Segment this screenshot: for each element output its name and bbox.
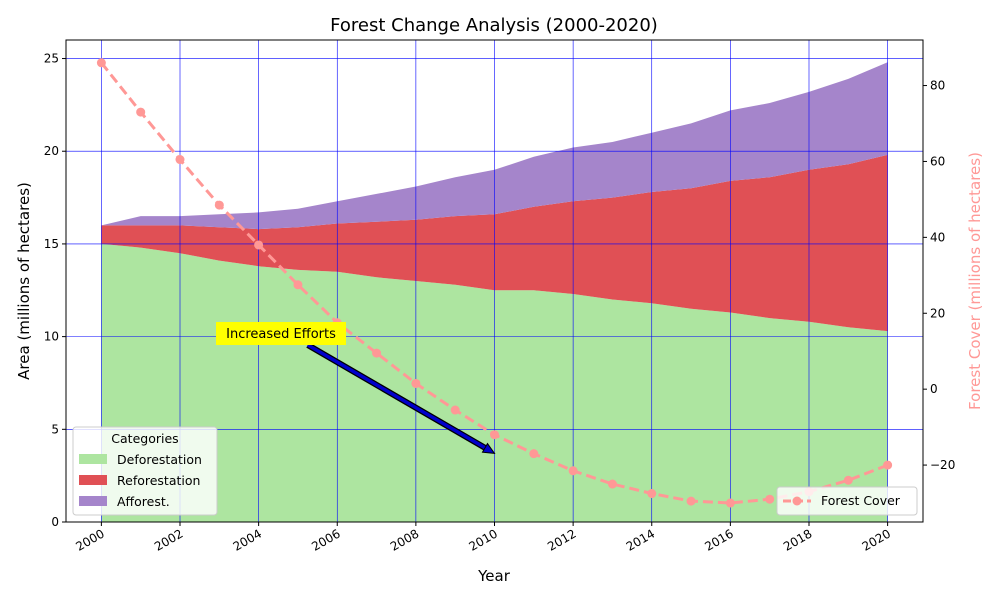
y2-tick-label: 20: [930, 306, 945, 320]
forest-cover-point: [529, 449, 539, 459]
forest-cover-point: [725, 498, 735, 508]
legend-swatch: [79, 496, 107, 506]
forest-cover-point: [568, 466, 578, 476]
y2-tick-label: 0: [930, 382, 938, 396]
annotation-text: Increased Efforts: [226, 327, 336, 342]
x-axis-label: Year: [477, 567, 511, 585]
annotation: Increased Efforts: [216, 322, 496, 455]
chart-title: Forest Change Analysis (2000-2020): [330, 15, 658, 36]
y2-axis-label: Forest Cover (millions of hectares): [966, 152, 984, 410]
y2-tick-label: 40: [930, 230, 945, 244]
legend-swatch: [79, 454, 107, 464]
forest-cover-point: [136, 107, 146, 117]
forest-cover-point: [647, 489, 657, 499]
forest-cover-line: [96, 58, 893, 508]
forest-cover-point: [96, 58, 106, 68]
legend-label: Deforestation: [117, 452, 202, 467]
line-legend-label: Forest Cover: [821, 493, 901, 508]
legend-swatch: [79, 475, 107, 485]
grid-lines: [66, 40, 923, 522]
y-tick-label: 10: [44, 330, 59, 344]
forest-cover-point: [883, 460, 893, 470]
forest-cover-point: [686, 496, 696, 506]
annotation-arrow-shaft: [306, 343, 491, 452]
y-tick-label: 20: [44, 144, 59, 158]
annotation-box: [216, 322, 346, 345]
y-axis-label: Area (millions of hectares): [15, 182, 33, 380]
legend-label: Afforest.: [117, 494, 170, 509]
y-tick-label: 5: [51, 422, 59, 436]
y2-tick-label: −20: [930, 458, 955, 472]
y-tick-label: 15: [44, 237, 59, 251]
legend-title: Categories: [111, 431, 178, 446]
y2-axis-ticks: −20 0 20 40 60 80: [923, 79, 955, 472]
y2-tick-label: 60: [930, 154, 945, 168]
line-legend-marker: [792, 496, 802, 506]
category-legend: Categories Deforestation Reforestation Affo…: [72, 426, 218, 516]
forest-cover-point: [411, 378, 421, 388]
y-axis-ticks: 0 5 10 15 20 25: [44, 52, 66, 529]
y2-tick-label: 80: [930, 79, 945, 93]
forest-cover-point: [214, 200, 224, 210]
forest-cover-point: [254, 240, 264, 250]
forest-cover-point: [372, 348, 382, 358]
forest-cover-point: [293, 280, 303, 290]
forest-cover-point: [450, 405, 460, 415]
forest-cover-point: [607, 479, 617, 489]
forest-cover-point: [490, 430, 499, 440]
forest-cover-point: [765, 494, 775, 504]
legend-frame: [72, 426, 218, 516]
forest-cover-point: [843, 475, 853, 485]
y-tick-label: 25: [44, 52, 59, 66]
forest-cover-point: [175, 155, 185, 165]
annotation-arrow-head: [481, 442, 496, 455]
y-tick-label: 0: [51, 515, 59, 529]
line-legend-frame: [776, 486, 918, 516]
legend-label: Reforestation: [117, 473, 200, 488]
line-legend: Forest Cover: [776, 486, 918, 516]
area-afforest: [101, 62, 888, 230]
